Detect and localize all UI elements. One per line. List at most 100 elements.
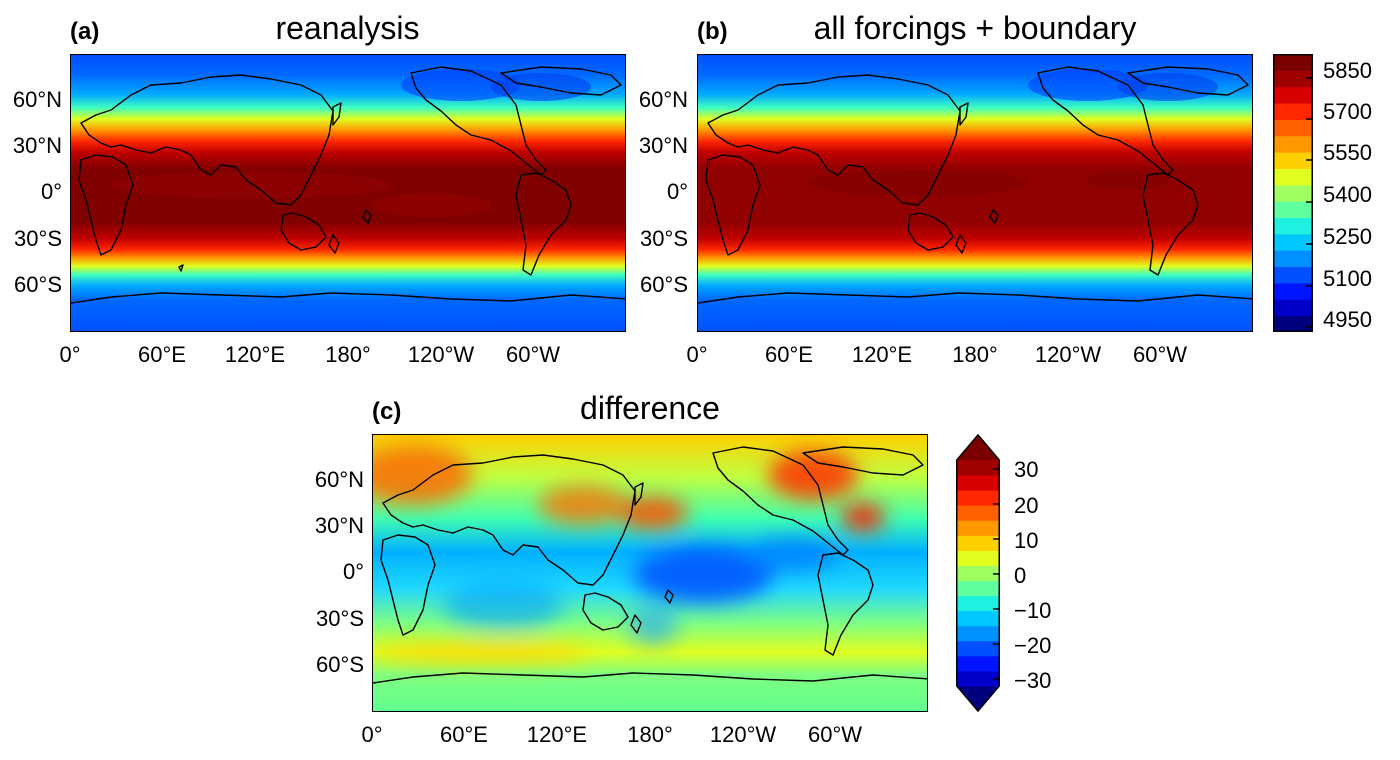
colorbar-bottom-swatches <box>956 433 1000 713</box>
colorbar-top-swatches <box>1273 54 1313 333</box>
colorbar-top-swatch <box>1273 217 1313 235</box>
colorbar-top-swatch <box>1273 282 1313 300</box>
colorbar-bottom-swatch <box>956 640 1000 657</box>
panel-b-title: all forcings + boundary <box>813 10 1137 46</box>
lat-label-eq: 0° <box>342 559 364 584</box>
colorbar-top-label: 5850 <box>1323 58 1372 83</box>
lat-label-60s: 60°S <box>14 272 62 297</box>
colorbar-top-swatch <box>1273 152 1313 169</box>
coastlines <box>373 446 927 684</box>
colorbar-top-swatch <box>1273 70 1313 88</box>
lon-label-180: 180° <box>627 722 673 747</box>
colorbar-bottom-outline <box>956 433 1000 713</box>
lon-label-60w: 60°W <box>807 722 863 747</box>
colorbar-top-label: 5100 <box>1323 266 1372 291</box>
colorbar-top-swatch <box>1273 119 1313 137</box>
colorbar-bottom-swatch <box>956 550 1000 566</box>
geopotential-height-map-a <box>71 55 625 331</box>
lat-label-30s: 30°S <box>14 226 62 251</box>
difference-map <box>373 435 927 711</box>
colorbar-top-swatch <box>1273 168 1313 186</box>
coastlines <box>71 66 625 304</box>
lon-label-60w: 60°W <box>505 342 561 367</box>
colorbar-bottom-swatch <box>956 490 1000 506</box>
colorbar-bottom-label: 0 <box>1014 563 1027 588</box>
panel-c-letter: (c) <box>372 398 402 425</box>
panel-a-map <box>70 54 626 332</box>
lat-label-30n: 30°N <box>314 513 364 538</box>
lon-label-120w: 120°W <box>709 722 777 747</box>
colorbar-bottom-swatch <box>956 625 1000 642</box>
lat-label-60s: 60°S <box>316 652 364 677</box>
colorbar-bottom-label: −30 <box>1014 668 1052 693</box>
lat-label-30n: 30°N <box>638 133 688 158</box>
colorbar-top-label: 5250 <box>1323 224 1372 249</box>
lat-label-eq: 0° <box>666 179 688 204</box>
lon-label-0: 0° <box>361 722 383 747</box>
colorbar-top-swatch <box>1273 135 1313 153</box>
colorbar-bottom-label: 10 <box>1014 528 1039 553</box>
colorbar-bottom-label: 20 <box>1014 493 1039 518</box>
lat-label-60s: 60°S <box>640 272 688 297</box>
lon-label-0: 0° <box>686 342 708 367</box>
colorbar-bottom-swatch <box>956 580 1000 597</box>
colorbar-top-outline <box>1273 54 1313 332</box>
lat-label-30s: 30°S <box>316 606 364 631</box>
colorbar-bottom-swatch <box>956 535 1000 551</box>
lon-label-120e: 120°E <box>851 342 913 367</box>
colorbar-top-swatch <box>1273 233 1313 251</box>
coastlines <box>698 66 1252 304</box>
panel-a-letter: (a) <box>70 18 100 45</box>
colorbar-bottom-swatch <box>956 610 1000 627</box>
colorbar-bottom <box>956 433 1000 713</box>
colorbar-top-swatch <box>1273 86 1313 104</box>
colorbar-top-swatch <box>1273 201 1313 219</box>
panel-c-title: difference <box>580 390 720 426</box>
lon-label-0: 0° <box>59 342 81 367</box>
colorbar-top-label: 4950 <box>1323 307 1372 332</box>
panel-c-map <box>372 434 928 712</box>
lon-label-120w: 120°W <box>1034 342 1102 367</box>
lon-label-120e: 120°E <box>224 342 286 367</box>
lon-label-60e: 60°E <box>440 722 488 747</box>
colorbar-top-label: 5550 <box>1323 140 1372 165</box>
colorbar-bottom-label: 30 <box>1014 457 1039 482</box>
panel-b-map <box>697 54 1253 332</box>
colorbar-top-label: 5400 <box>1323 182 1372 207</box>
panel-a-title: reanalysis <box>275 10 420 46</box>
colorbar-top-label: 5700 <box>1323 99 1372 124</box>
lon-label-60e: 60°E <box>765 342 813 367</box>
colorbar-top-swatch <box>1273 103 1313 120</box>
panel-b-letter: (b) <box>697 18 728 45</box>
colorbar-bottom-swatch <box>956 595 1000 612</box>
colorbar-top-swatch <box>1273 184 1313 202</box>
colorbar-top-swatch <box>1273 315 1313 333</box>
colorbar-bottom-swatch <box>956 460 1000 476</box>
lon-label-120e: 120°E <box>526 722 588 747</box>
colorbar-bottom-swatch <box>956 565 1000 582</box>
lon-label-60e: 60°E <box>138 342 186 367</box>
lat-label-30n: 30°N <box>12 133 62 158</box>
lon-label-180: 180° <box>325 342 371 367</box>
colorbar-bottom-swatch <box>956 505 1000 521</box>
colorbar-top-swatch <box>1273 299 1313 317</box>
colorbar-bottom-high-arrow <box>956 434 1000 460</box>
colorbar-top <box>1273 54 1313 333</box>
lon-label-120w: 120°W <box>407 342 475 367</box>
colorbar-bottom-swatch <box>956 520 1000 536</box>
lat-label-60n: 60°N <box>638 87 688 112</box>
geopotential-height-map-b <box>698 55 1252 331</box>
lat-label-60n: 60°N <box>12 87 62 112</box>
colorbar-top-swatch <box>1273 250 1313 268</box>
lat-label-60n: 60°N <box>314 467 364 492</box>
colorbar-bottom-swatch <box>956 475 1000 491</box>
colorbar-top-swatch <box>1273 54 1313 71</box>
lon-label-180: 180° <box>952 342 998 367</box>
lat-label-eq: 0° <box>40 179 62 204</box>
colorbar-bottom-low-arrow <box>956 686 1000 712</box>
colorbar-bottom-swatch <box>956 655 1000 672</box>
colorbar-bottom-label: −20 <box>1014 633 1052 658</box>
lat-label-30s: 30°S <box>640 226 688 251</box>
colorbar-bottom-label: −10 <box>1014 598 1052 623</box>
lon-label-60w: 60°W <box>1132 342 1188 367</box>
